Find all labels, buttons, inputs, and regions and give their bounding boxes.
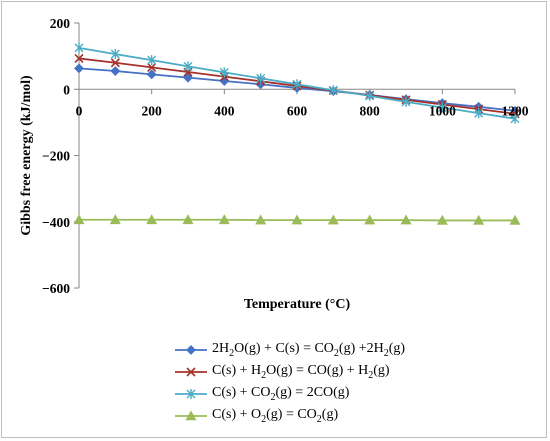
x-tick-label: 1200 <box>502 103 529 118</box>
data-point <box>509 214 521 225</box>
data-point <box>219 67 229 78</box>
series-4 <box>73 214 521 225</box>
chart-legend: 2H2O(g) + C(s) = CO2(g) +2H2(g) C(s) + H2… <box>173 339 433 427</box>
legend-key-4 <box>175 410 207 421</box>
data-point <box>436 214 448 225</box>
x-tick-label: 800 <box>360 103 381 118</box>
data-point <box>146 214 158 225</box>
y-tick-label: 0 <box>63 82 70 97</box>
data-point <box>255 214 267 225</box>
x-axis-title: Temperature (°C) <box>244 297 351 312</box>
legend-key-3 <box>175 389 207 399</box>
data-point <box>437 102 447 113</box>
data-point <box>110 58 120 68</box>
legend-item-2: C(s) + H2O(g) = CO(g) + H2(g) <box>173 361 433 383</box>
labels-layer: 200 0 −200 −400 −600 0 200 400 600 800 1000 1200 Tem… <box>19 16 529 312</box>
legend-key-marker <box>185 410 197 421</box>
legend-key-1 <box>175 345 207 355</box>
data-point <box>110 66 121 76</box>
y-axis-title: Gibbs free energy (kJ/mol) <box>19 75 34 236</box>
legend-key-2 <box>175 367 207 377</box>
data-point <box>73 214 85 225</box>
y-tick-label: 200 <box>50 16 71 31</box>
data-point <box>401 96 411 107</box>
data-point <box>74 53 84 64</box>
legend-item-4: C(s) + O2(g) = CO2(g) <box>173 405 433 427</box>
legend-label-3: C(s) + CO2(g) = 2CO(g) <box>212 385 350 403</box>
x-tick-label: 400 <box>214 103 235 118</box>
y-tick-label: −600 <box>42 281 70 296</box>
legend-label-4: C(s) + O2(g) = CO2(g) <box>212 407 339 425</box>
legend-label-2: C(s) + H2O(g) = CO(g) + H2(g) <box>212 363 390 381</box>
data-point <box>365 90 375 101</box>
data-point <box>327 214 339 225</box>
data-point <box>364 214 376 225</box>
x-tick-label: 200 <box>142 103 163 118</box>
data-point <box>147 62 157 72</box>
legend-key-marker <box>186 345 196 355</box>
data-point <box>256 73 266 84</box>
data-point <box>218 214 230 225</box>
series-3 <box>74 42 520 124</box>
legend-label-1: 2H2O(g) + C(s) = CO2(g) +2H2(g) <box>212 341 406 359</box>
data-point <box>182 214 194 225</box>
y-tick-label: −400 <box>42 215 70 230</box>
data-point <box>183 61 193 72</box>
data-point <box>74 63 84 74</box>
legend-item-3: C(s) + CO2(g) = 2CO(g) <box>173 383 433 405</box>
data-point <box>109 214 121 225</box>
x-tick-label: 600 <box>287 103 308 118</box>
axes-layer <box>74 22 516 289</box>
data-point <box>291 214 303 225</box>
data-point <box>473 214 485 225</box>
data-point <box>74 42 84 53</box>
data-point <box>510 113 520 124</box>
legend-item-1: 2H2O(g) + C(s) = CO2(g) +2H2(g) <box>173 339 433 361</box>
y-tick-label: −200 <box>42 149 70 164</box>
x-tick-label: 1000 <box>429 103 456 118</box>
x-tick-label: 0 <box>76 103 83 118</box>
data-point <box>328 85 338 96</box>
data-point <box>292 79 302 90</box>
legend-key-marker <box>186 367 196 377</box>
data-point <box>474 108 484 119</box>
series-layer <box>73 42 521 225</box>
legend-key-marker <box>186 389 196 399</box>
data-point <box>146 69 157 80</box>
data-point <box>400 214 412 225</box>
data-point <box>110 49 120 60</box>
data-point <box>147 55 157 66</box>
